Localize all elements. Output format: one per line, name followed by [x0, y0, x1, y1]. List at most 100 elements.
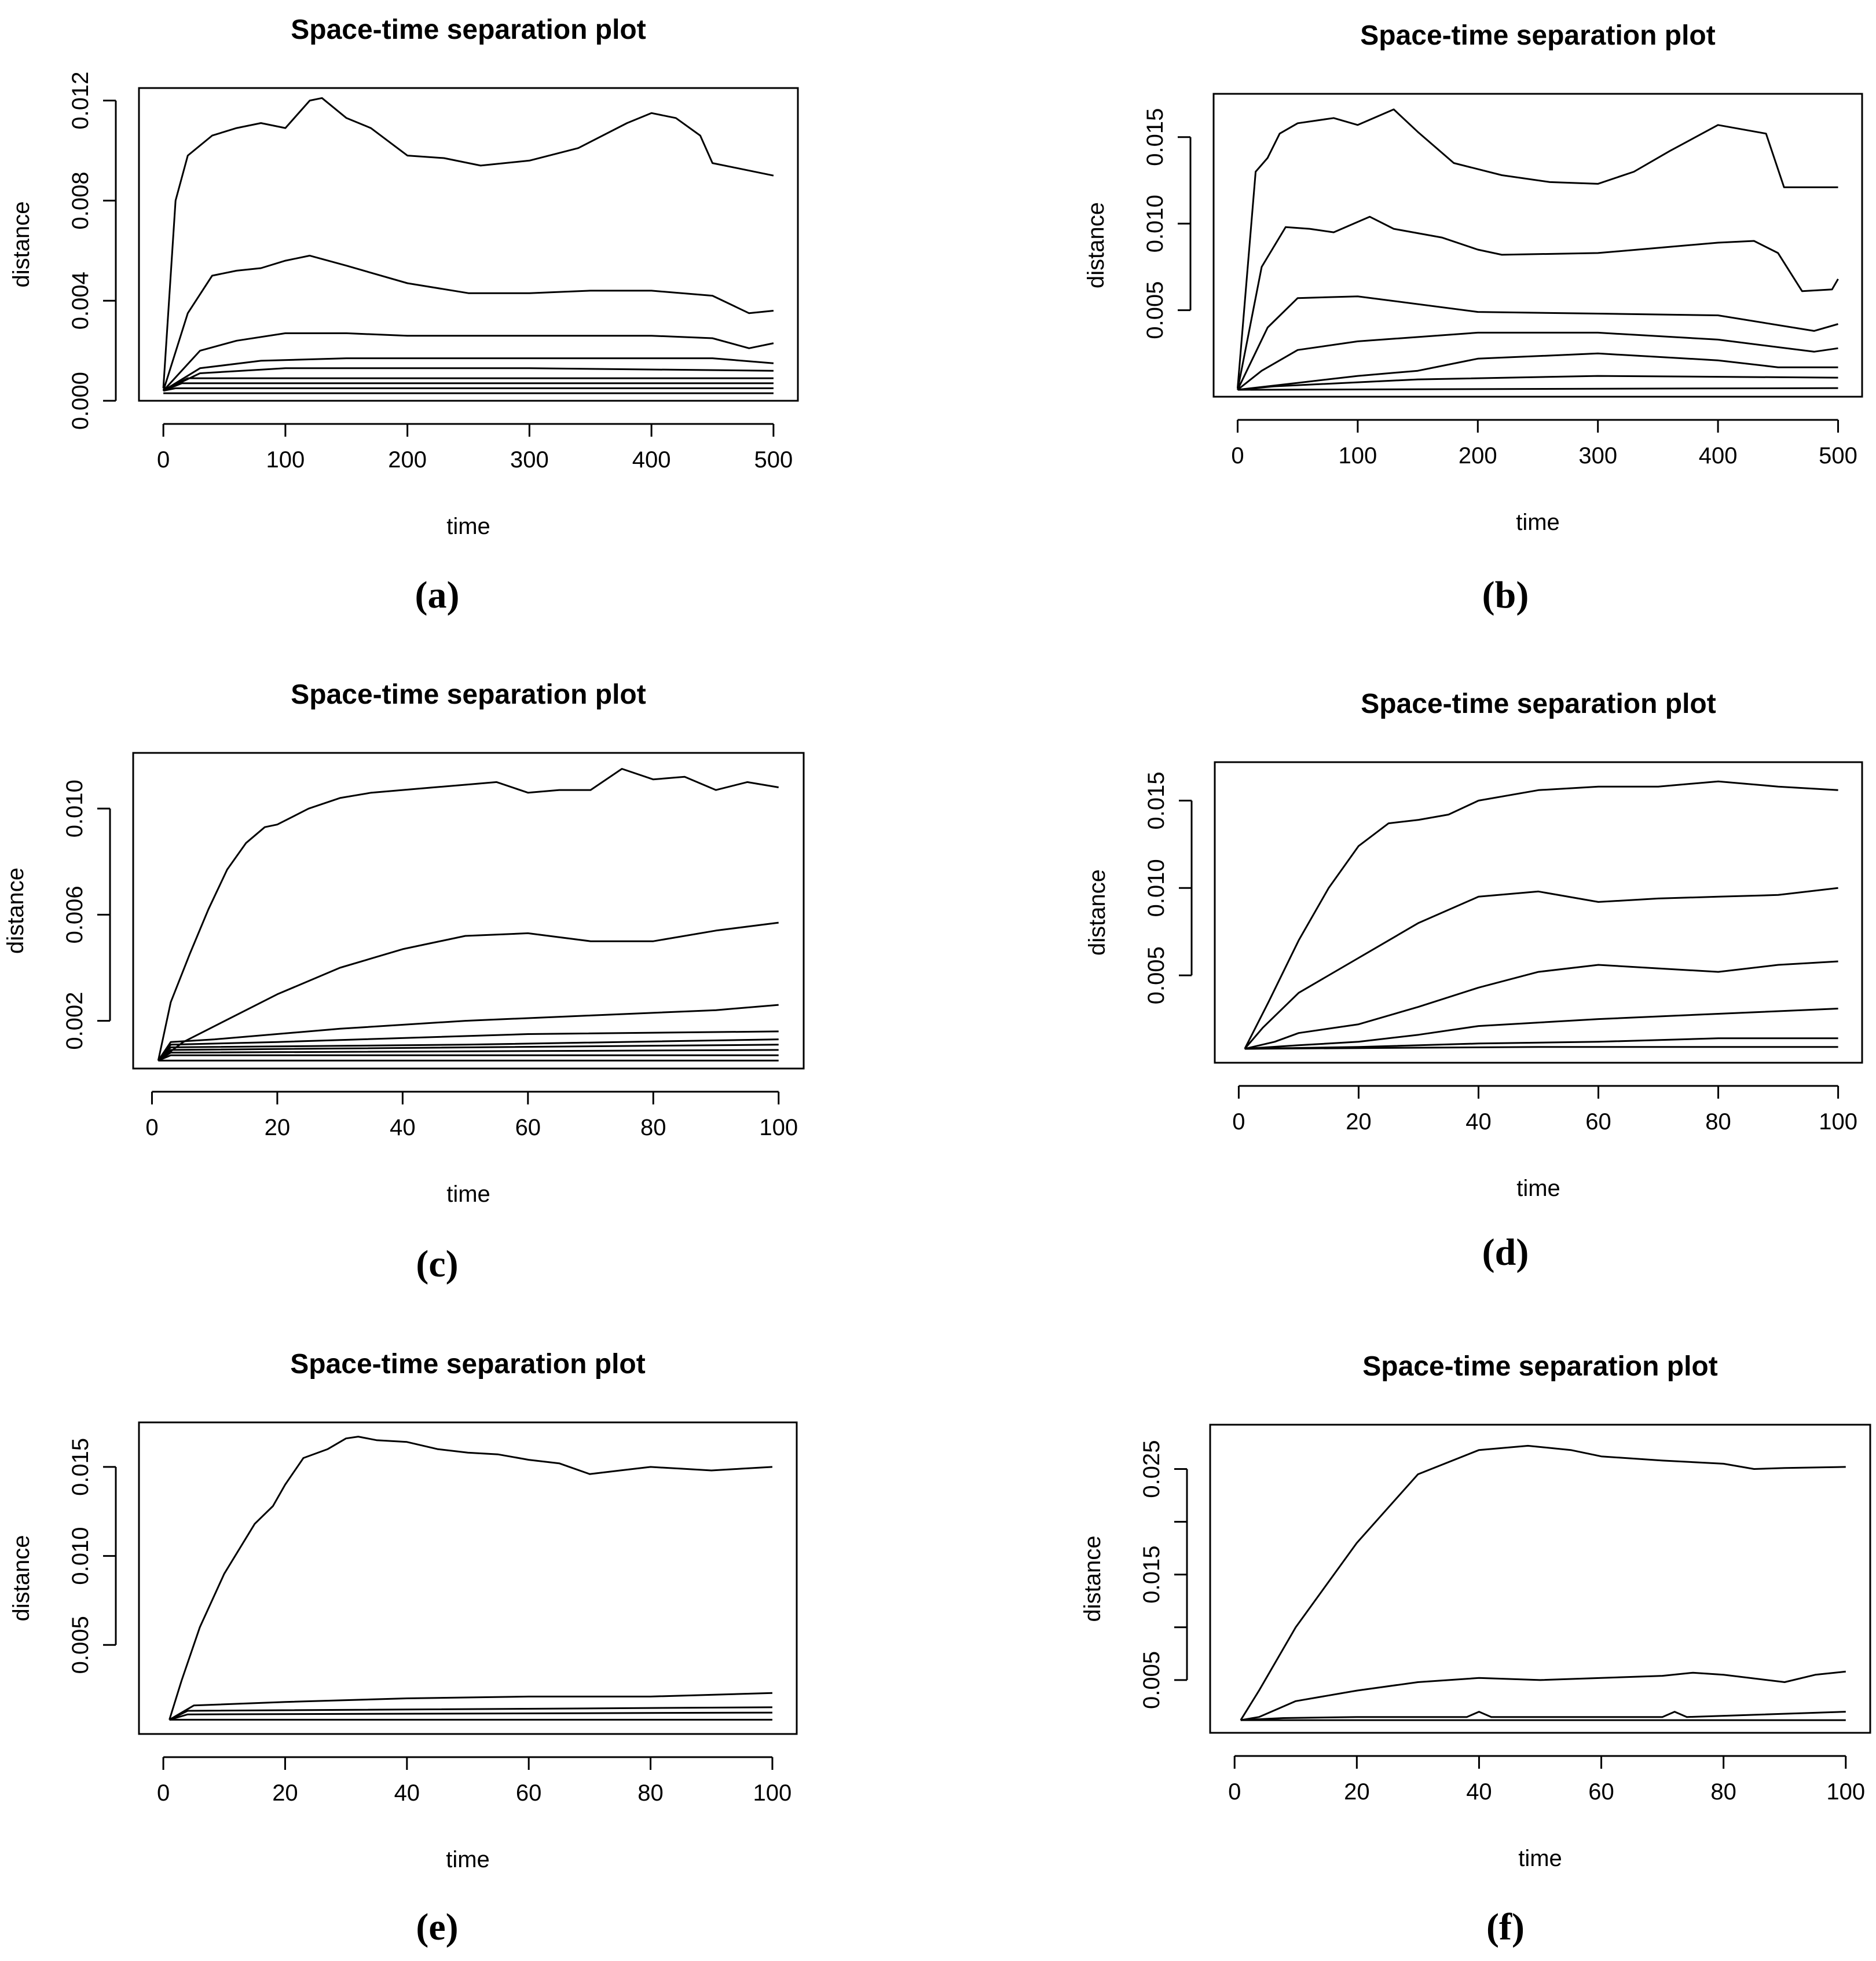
- series-line-e-q1: [168, 1436, 772, 1720]
- x-tick-label-d: 0: [1232, 1109, 1245, 1135]
- x-axis-label-c: time: [446, 1181, 490, 1207]
- series-line-b-q5: [1237, 352, 1838, 391]
- x-tick-label-a: 100: [266, 447, 305, 473]
- x-tick-label-c: 60: [515, 1115, 541, 1140]
- x-tick-label-a: 200: [388, 447, 427, 473]
- y-tick-label-c: 0.006: [62, 886, 87, 943]
- x-tick-label-a: 400: [632, 447, 671, 473]
- y-tick-label-f: 0.025: [1139, 1440, 1164, 1498]
- series-line-c-q4: [157, 1030, 779, 1062]
- caption-a: (a): [415, 574, 460, 616]
- chart-panel-c: Space-time separation plot 0 20 40 60 80 100 ti…: [0, 654, 938, 1292]
- x-axis-label-e: time: [446, 1847, 490, 1872]
- series-line-b-q3: [1237, 295, 1838, 390]
- x-tick-label-b: 300: [1578, 443, 1617, 469]
- x-tick-label-b: 100: [1339, 443, 1377, 469]
- x-tick-label-b: 500: [1819, 443, 1857, 469]
- x-tick-label-f: 0: [1228, 1779, 1241, 1805]
- x-tick-label-d: 40: [1465, 1109, 1492, 1135]
- series-line-c-q8: [157, 1054, 779, 1062]
- x-tick-label-f: 20: [1344, 1779, 1370, 1805]
- series-line-d-q4: [1244, 1008, 1838, 1050]
- series-line-d-q2: [1244, 887, 1838, 1049]
- chart-panel-d: Space-time separation plot 0 20 40 60 80 100 ti…: [938, 654, 1876, 1292]
- series-line-a-q5: [163, 367, 774, 392]
- x-tick-label-c: 40: [390, 1115, 416, 1140]
- x-tick-label-e: 40: [394, 1780, 420, 1806]
- series-line-d-q6: [1244, 1046, 1838, 1050]
- y-tick-label-e: 0.015: [68, 1438, 93, 1496]
- chart-a: Space-time separation plot 0 100 200 300 400 5…: [9, 14, 799, 539]
- x-axis-label-d: time: [1516, 1176, 1560, 1201]
- x-tick-label-e: 80: [637, 1780, 664, 1806]
- series-line-b-q7: [1237, 387, 1838, 391]
- y-tick-label-a: 0.012: [68, 72, 93, 130]
- x-tick-label-a: 300: [510, 447, 549, 473]
- caption-f: (f): [1486, 1906, 1525, 1948]
- y-tick-label-d: 0.005: [1144, 946, 1169, 1004]
- series-line-a-q1: [162, 97, 774, 389]
- chart-title-e: Space-time separation plot: [290, 1349, 645, 1380]
- plot-frame-c: [132, 752, 805, 1070]
- y-tick-label-a: 0.004: [68, 272, 93, 330]
- series-line-b-q4: [1237, 331, 1838, 391]
- x-tick-label-c: 20: [265, 1115, 291, 1140]
- y-tick-label-b: 0.005: [1142, 281, 1168, 339]
- y-axis-label-c: distance: [3, 868, 28, 954]
- x-axis-label-a: time: [446, 514, 490, 539]
- x-axis-label-f: time: [1518, 1846, 1562, 1871]
- series-line-a-q3: [162, 332, 774, 392]
- series-line-c-q5: [157, 1038, 779, 1062]
- x-tick-label-f: 80: [1710, 1779, 1736, 1805]
- series-line-d-q5: [1244, 1037, 1838, 1050]
- x-tick-label-a: 0: [157, 447, 170, 473]
- series-line-e-q3: [168, 1706, 772, 1721]
- x-tick-label-c: 100: [759, 1115, 798, 1140]
- y-axis-label-d: distance: [1084, 869, 1110, 956]
- chart-title-b: Space-time separation plot: [1360, 20, 1715, 51]
- y-tick-label-a: 0.000: [68, 372, 93, 430]
- y-axis-label-a: distance: [9, 202, 34, 288]
- y-tick-label-a: 0.008: [68, 171, 93, 229]
- series-line-a-q2: [162, 254, 774, 392]
- plot-frame-d: [1214, 761, 1863, 1064]
- y-tick-label-e: 0.010: [68, 1527, 93, 1585]
- x-tick-label-e: 0: [157, 1780, 170, 1806]
- chart-panel-f: Space-time separation plot 0 20 40 60 80 100 ti…: [938, 1326, 1876, 1961]
- series-line-d-q1: [1244, 780, 1838, 1049]
- y-axis-label-e: distance: [9, 1535, 34, 1622]
- x-tick-label-c: 80: [640, 1115, 666, 1140]
- y-tick-label-f: 0.015: [1139, 1546, 1164, 1604]
- plot-frame-e: [138, 1421, 798, 1735]
- series-line-f-q1: [1240, 1444, 1846, 1721]
- series-line-b-q6: [1237, 375, 1838, 391]
- chart-title-d: Space-time separation plot: [1361, 689, 1716, 719]
- x-tick-label-b: 0: [1231, 443, 1244, 469]
- series-line-c-q3: [157, 1004, 779, 1062]
- series-line-e-q2: [168, 1692, 772, 1721]
- chart-panel-a: Space-time separation plot 0 100 200 300 400 5…: [0, 0, 938, 637]
- caption-d: (d): [1482, 1231, 1529, 1274]
- chart-title-a: Space-time separation plot: [291, 14, 646, 45]
- series-line-f-q3: [1240, 1711, 1846, 1721]
- plot-frame-b: [1212, 93, 1863, 398]
- series-line-c-q1: [157, 768, 779, 1061]
- y-tick-label-f: 0.005: [1139, 1651, 1164, 1709]
- x-tick-label-a: 500: [754, 447, 793, 473]
- series-line-a-q4: [163, 357, 774, 392]
- y-tick-label-b: 0.015: [1142, 108, 1168, 166]
- x-axis-label-b: time: [1516, 510, 1560, 535]
- series-line-b-q1: [1237, 108, 1838, 389]
- chart-e: Space-time separation plot 0 20 40 60 80 100 ti…: [9, 1349, 798, 1872]
- caption-e: (e): [416, 1906, 459, 1948]
- x-tick-label-b: 200: [1459, 443, 1497, 469]
- chart-panel-b: Space-time separation plot 0 100 200 300 400 5…: [938, 0, 1876, 637]
- x-tick-label-d: 20: [1346, 1109, 1372, 1135]
- series-line-e-q4: [169, 1711, 772, 1721]
- chart-panel-e: Space-time separation plot 0 20 40 60 80 100 ti…: [0, 1326, 938, 1961]
- x-tick-label-d: 100: [1819, 1109, 1857, 1135]
- x-tick-label-e: 20: [272, 1780, 298, 1806]
- y-tick-label-b: 0.010: [1142, 195, 1168, 253]
- chart-title-f: Space-time separation plot: [1362, 1351, 1717, 1382]
- caption-b: (b): [1482, 574, 1529, 616]
